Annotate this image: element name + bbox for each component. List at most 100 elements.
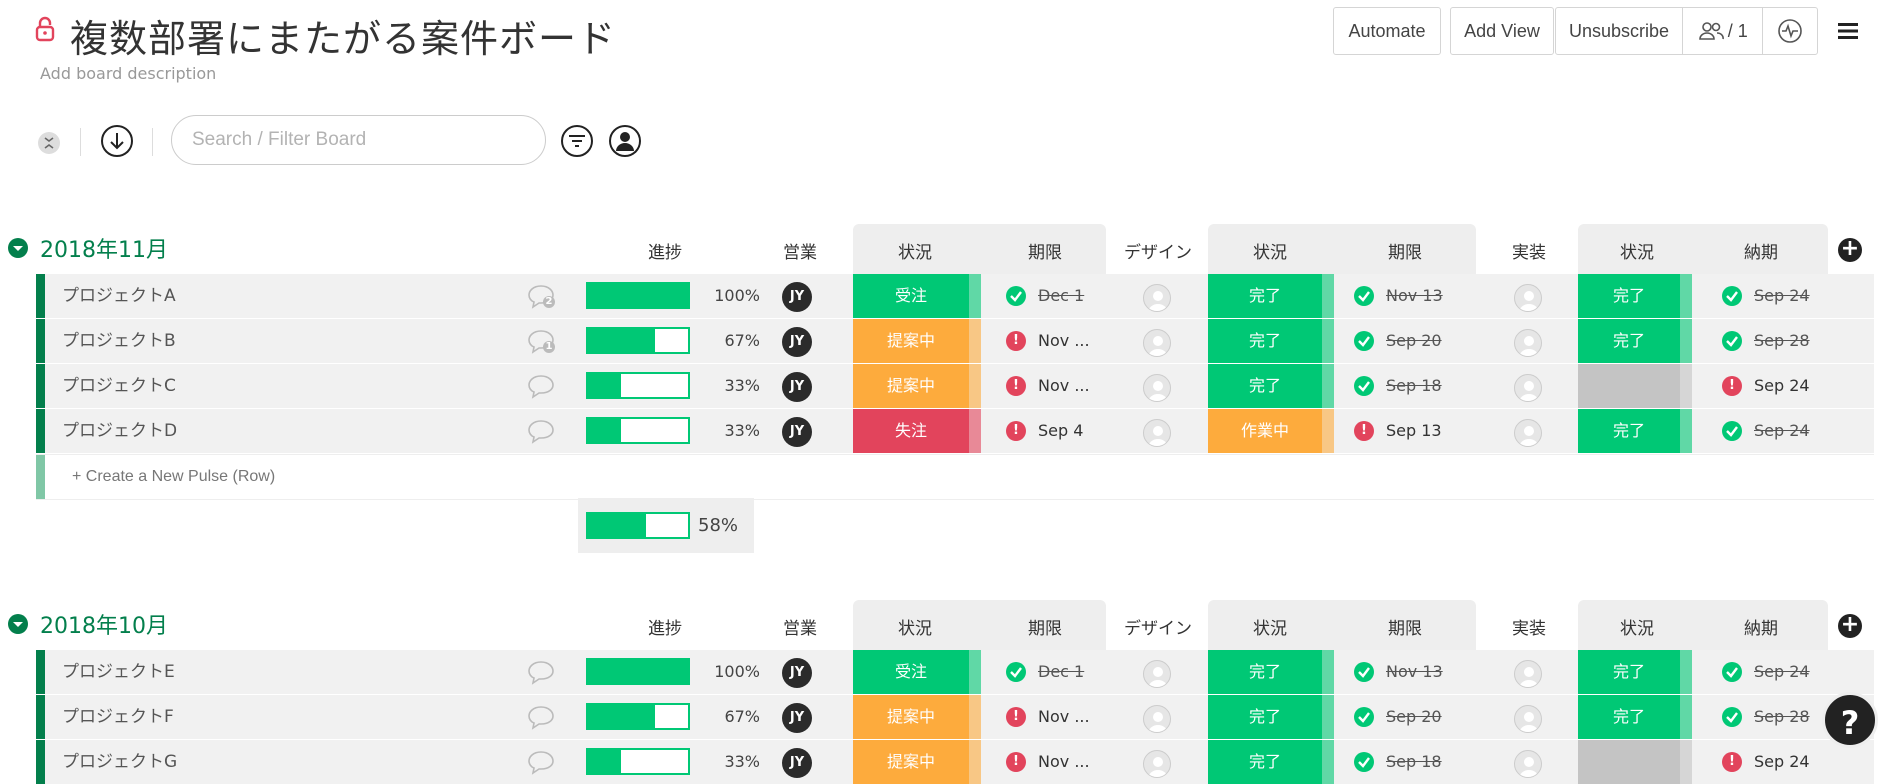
column-header-status[interactable]: 状況 <box>1253 243 1287 263</box>
column-header-status[interactable]: 状況 <box>1253 619 1287 639</box>
status-cell[interactable] <box>1578 740 1680 784</box>
row-name[interactable]: プロジェクトA <box>62 286 176 306</box>
date-text[interactable]: Sep 13 <box>1386 421 1442 440</box>
column-header-status[interactable]: 状況 <box>898 619 932 639</box>
date-text[interactable]: Sep 20 <box>1386 331 1442 350</box>
date-text[interactable]: Sep 28 <box>1754 331 1810 350</box>
person-placeholder-icon[interactable] <box>1514 705 1542 733</box>
table-row[interactable]: プロジェクトA 2 100% JY 受注 Dec 1 完了 Nov 13 完了 <box>36 274 1874 318</box>
date-text[interactable]: Sep 24 <box>1754 662 1810 681</box>
download-icon[interactable] <box>100 124 134 158</box>
person-placeholder-icon[interactable] <box>1514 750 1542 778</box>
chat-bubble-icon[interactable] <box>526 373 556 399</box>
column-header-deadline[interactable]: 期限 <box>1028 619 1062 639</box>
person-placeholder-icon[interactable] <box>1143 374 1171 402</box>
date-text[interactable]: Sep 24 <box>1754 376 1810 395</box>
date-text[interactable]: Sep 18 <box>1386 752 1442 771</box>
column-header-progress[interactable]: 進捗 <box>648 243 682 263</box>
search-input[interactable] <box>171 115 546 165</box>
person-placeholder-icon[interactable] <box>1143 750 1171 778</box>
column-header-delivery[interactable]: 納期 <box>1744 619 1778 639</box>
status-cell[interactable]: 完了 <box>1208 364 1322 408</box>
date-text[interactable]: Nov 13 <box>1386 286 1443 305</box>
row-name[interactable]: プロジェクトB <box>62 331 176 351</box>
board-title[interactable]: 複数部署にまたがる案件ボード <box>70 17 617 61</box>
table-row[interactable]: プロジェクトD 33% JY 失注 ! Sep 4 作業中 ! Sep 13 完了 <box>36 409 1874 453</box>
person-placeholder-icon[interactable] <box>1143 284 1171 312</box>
row-name[interactable]: プロジェクトE <box>62 662 175 682</box>
date-text[interactable]: Nov ... <box>1038 376 1090 395</box>
status-cell[interactable] <box>1578 364 1680 408</box>
table-row[interactable]: プロジェクトF 67% JY 提案中 ! Nov ... 完了 Sep 20 完了 <box>36 695 1874 739</box>
avatar[interactable]: JY <box>782 703 812 733</box>
date-text[interactable]: Sep 24 <box>1754 752 1810 771</box>
column-header-sales[interactable]: 営業 <box>783 619 817 639</box>
column-header-progress[interactable]: 進捗 <box>648 619 682 639</box>
status-cell[interactable]: 完了 <box>1578 650 1680 694</box>
status-cell[interactable]: 作業中 <box>1208 409 1322 453</box>
person-placeholder-icon[interactable] <box>1514 660 1542 688</box>
chat-bubble-icon[interactable] <box>526 328 556 354</box>
date-text[interactable]: Dec 1 <box>1038 286 1085 305</box>
person-placeholder-icon[interactable] <box>1514 284 1542 312</box>
status-cell[interactable]: 完了 <box>1208 319 1322 363</box>
person-placeholder-icon[interactable] <box>1514 374 1542 402</box>
status-cell[interactable]: 完了 <box>1578 274 1680 318</box>
status-cell[interactable]: 完了 <box>1578 319 1680 363</box>
group-title[interactable]: 2018年11月 <box>40 238 168 263</box>
add-view-button[interactable]: Add View <box>1450 7 1554 55</box>
person-placeholder-icon[interactable] <box>1514 329 1542 357</box>
members-button[interactable]: / 1 <box>1683 8 1764 54</box>
person-placeholder-icon[interactable] <box>1514 419 1542 447</box>
person-placeholder-icon[interactable] <box>1143 660 1171 688</box>
date-text[interactable]: Sep 24 <box>1754 286 1810 305</box>
date-text[interactable]: Sep 20 <box>1386 707 1442 726</box>
person-placeholder-icon[interactable] <box>1143 705 1171 733</box>
status-cell[interactable]: 提案中 <box>853 364 969 408</box>
status-cell[interactable]: 提案中 <box>853 695 969 739</box>
date-text[interactable]: Sep 18 <box>1386 376 1442 395</box>
date-text[interactable]: Sep 4 <box>1038 421 1084 440</box>
automate-button[interactable]: Automate <box>1333 7 1441 55</box>
group-title[interactable]: 2018年10月 <box>40 614 168 639</box>
person-placeholder-icon[interactable] <box>1143 419 1171 447</box>
status-cell[interactable]: 提案中 <box>853 740 969 784</box>
date-text[interactable]: Nov ... <box>1038 707 1090 726</box>
column-header-implementation[interactable]: 実装 <box>1512 619 1546 639</box>
status-cell[interactable]: 失注 <box>853 409 969 453</box>
status-cell[interactable]: 完了 <box>1208 650 1322 694</box>
date-text[interactable]: Dec 1 <box>1038 662 1085 681</box>
date-text[interactable]: Nov ... <box>1038 752 1090 771</box>
table-row[interactable]: プロジェクトE 100% JY 受注 Dec 1 完了 Nov 13 完了 <box>36 650 1874 694</box>
chat-bubble-icon[interactable] <box>526 283 556 309</box>
column-header-deadline[interactable]: 期限 <box>1388 619 1422 639</box>
row-name[interactable]: プロジェクトG <box>62 752 178 772</box>
date-text[interactable]: Nov 13 <box>1386 662 1443 681</box>
chat-bubble-icon[interactable] <box>526 704 556 730</box>
status-cell[interactable]: 完了 <box>1578 695 1680 739</box>
create-pulse-row[interactable]: + Create a New Pulse (Row) <box>36 454 1874 500</box>
row-name[interactable]: プロジェクトC <box>62 376 176 396</box>
chat-bubble-icon[interactable] <box>526 659 556 685</box>
column-header-deadline[interactable]: 期限 <box>1388 243 1422 263</box>
status-cell[interactable]: 受注 <box>853 274 969 318</box>
avatar[interactable]: JY <box>782 372 812 402</box>
activity-button[interactable] <box>1763 8 1817 54</box>
table-row[interactable]: プロジェクトC 33% JY 提案中 ! Nov ... 完了 Sep 18 <box>36 364 1874 408</box>
add-column-icon[interactable]: + <box>1838 238 1862 262</box>
column-header-design[interactable]: デザイン <box>1124 619 1192 639</box>
avatar[interactable]: JY <box>782 748 812 778</box>
person-placeholder-icon[interactable] <box>1143 329 1171 357</box>
chat-bubble-icon[interactable] <box>526 749 556 775</box>
avatar[interactable]: JY <box>782 282 812 312</box>
column-header-deadline[interactable]: 期限 <box>1028 243 1062 263</box>
group-toggle-icon[interactable] <box>8 614 28 634</box>
help-button[interactable]: ? <box>1822 692 1878 748</box>
date-text[interactable]: Nov ... <box>1038 331 1090 350</box>
column-header-sales[interactable]: 営業 <box>783 243 817 263</box>
date-text[interactable]: Sep 28 <box>1754 707 1810 726</box>
person-filter-icon[interactable] <box>608 124 642 158</box>
row-name[interactable]: プロジェクトF <box>62 707 174 727</box>
column-header-status[interactable]: 状況 <box>1620 619 1654 639</box>
menu-icon[interactable] <box>1838 22 1858 40</box>
